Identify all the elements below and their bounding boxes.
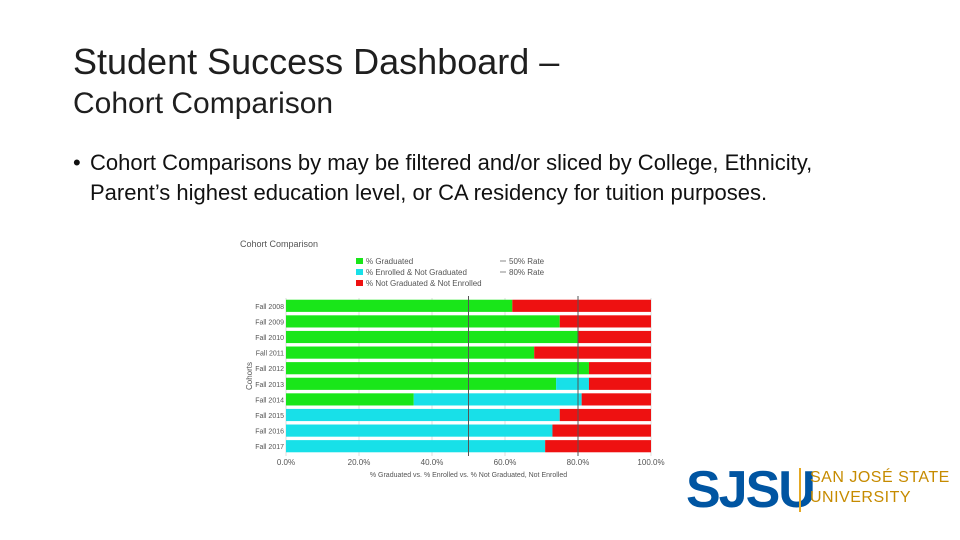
bar-3-2: [534, 346, 651, 359]
bar-7-2: [559, 408, 651, 422]
sjsu-logo-mark: SJSU: [686, 461, 816, 519]
bar-5-2: [588, 377, 651, 390]
y-tick-label-4: Fall 2012: [255, 366, 284, 373]
bar-0-2: [512, 299, 651, 312]
bar-3-0: [286, 346, 535, 359]
x-tick-label-3: 60.0%: [494, 458, 517, 467]
bar-9-2: [545, 440, 651, 453]
bar-9-1: [286, 440, 546, 453]
y-axis-label: Cohorts: [245, 362, 254, 390]
bar-2-2: [578, 330, 651, 344]
bar-5-0: [286, 377, 557, 390]
bar-5-1: [556, 377, 589, 390]
bullet-marker: •: [73, 150, 81, 175]
chart-title: Cohort Comparison: [240, 239, 318, 249]
y-tick-label-7: Fall 2015: [255, 413, 284, 420]
bar-6-2: [581, 393, 651, 406]
bar-1-0: [286, 315, 560, 328]
x-tick-label-1: 20.0%: [348, 458, 371, 467]
y-tick-label-3: Fall 2011: [256, 351, 284, 358]
sjsu-logo-name: SAN JOSÉ STATE UNIVERSITY: [810, 468, 950, 508]
slide-title-line2: Cohort Comparison: [73, 87, 334, 120]
y-tick-label-8: Fall 2016: [255, 429, 284, 436]
bullet-point: • Cohort Comparisons by may be filtered …: [73, 148, 873, 208]
bar-2-0: [286, 330, 578, 344]
x-tick-label-4: 80.0%: [567, 458, 590, 467]
legend-swatch-1: [356, 269, 363, 275]
y-tick-label-1: Fall 2009: [255, 319, 284, 326]
bar-7-1: [286, 408, 560, 422]
bar-6-1: [413, 393, 582, 406]
legend-swatch-2: [356, 280, 363, 286]
bar-8-1: [286, 424, 553, 437]
y-tick-label-6: Fall 2014: [255, 397, 284, 404]
bar-4-0: [286, 362, 589, 375]
bar-1-2: [559, 315, 651, 328]
bar-6-0: [286, 393, 414, 406]
cohort-comparison-chart: Cohort Comparison % Graduated % Enrolled &…: [240, 239, 665, 479]
x-tick-label-0: 0.0%: [277, 458, 295, 467]
logo-name-line1: SAN JOSÉ STATE: [810, 469, 950, 486]
logo-divider: [799, 468, 801, 512]
y-tick-label-0: Fall 2008: [255, 304, 284, 311]
bar-8-2: [552, 424, 651, 437]
bar-0-0: [286, 299, 513, 312]
bar-4-2: [588, 362, 651, 375]
legend-ref-label-0: 50% Rate: [509, 257, 545, 266]
logo-name-line2: UNIVERSITY: [810, 489, 912, 506]
y-tick-label-5: Fall 2013: [255, 382, 284, 389]
sjsu-logo: SJSU SAN JOSÉ STATE UNIVERSITY: [686, 462, 956, 518]
legend-label-2: % Not Graduated & Not Enrolled: [366, 279, 482, 288]
x-tick-label-2: 40.0%: [421, 458, 444, 467]
y-tick-label-2: Fall 2010: [255, 335, 284, 342]
x-tick-label-5: 100.0%: [637, 458, 664, 467]
y-tick-label-9: Fall 2017: [255, 444, 284, 451]
legend-label-0: % Graduated: [366, 257, 413, 266]
bullet-text: Cohort Comparisons by may be filtered an…: [90, 150, 813, 205]
legend-ref-label-1: 80% Rate: [509, 268, 545, 277]
legend-swatch-0: [356, 258, 363, 264]
legend-label-1: % Enrolled & Not Graduated: [366, 268, 467, 277]
x-axis-label: % Graduated vs. % Enrolled vs. % Not Gra…: [370, 472, 567, 479]
slide-title-line1: Student Success Dashboard –: [73, 41, 560, 82]
slide-title: Student Success Dashboard – Cohort Compa…: [73, 40, 559, 124]
